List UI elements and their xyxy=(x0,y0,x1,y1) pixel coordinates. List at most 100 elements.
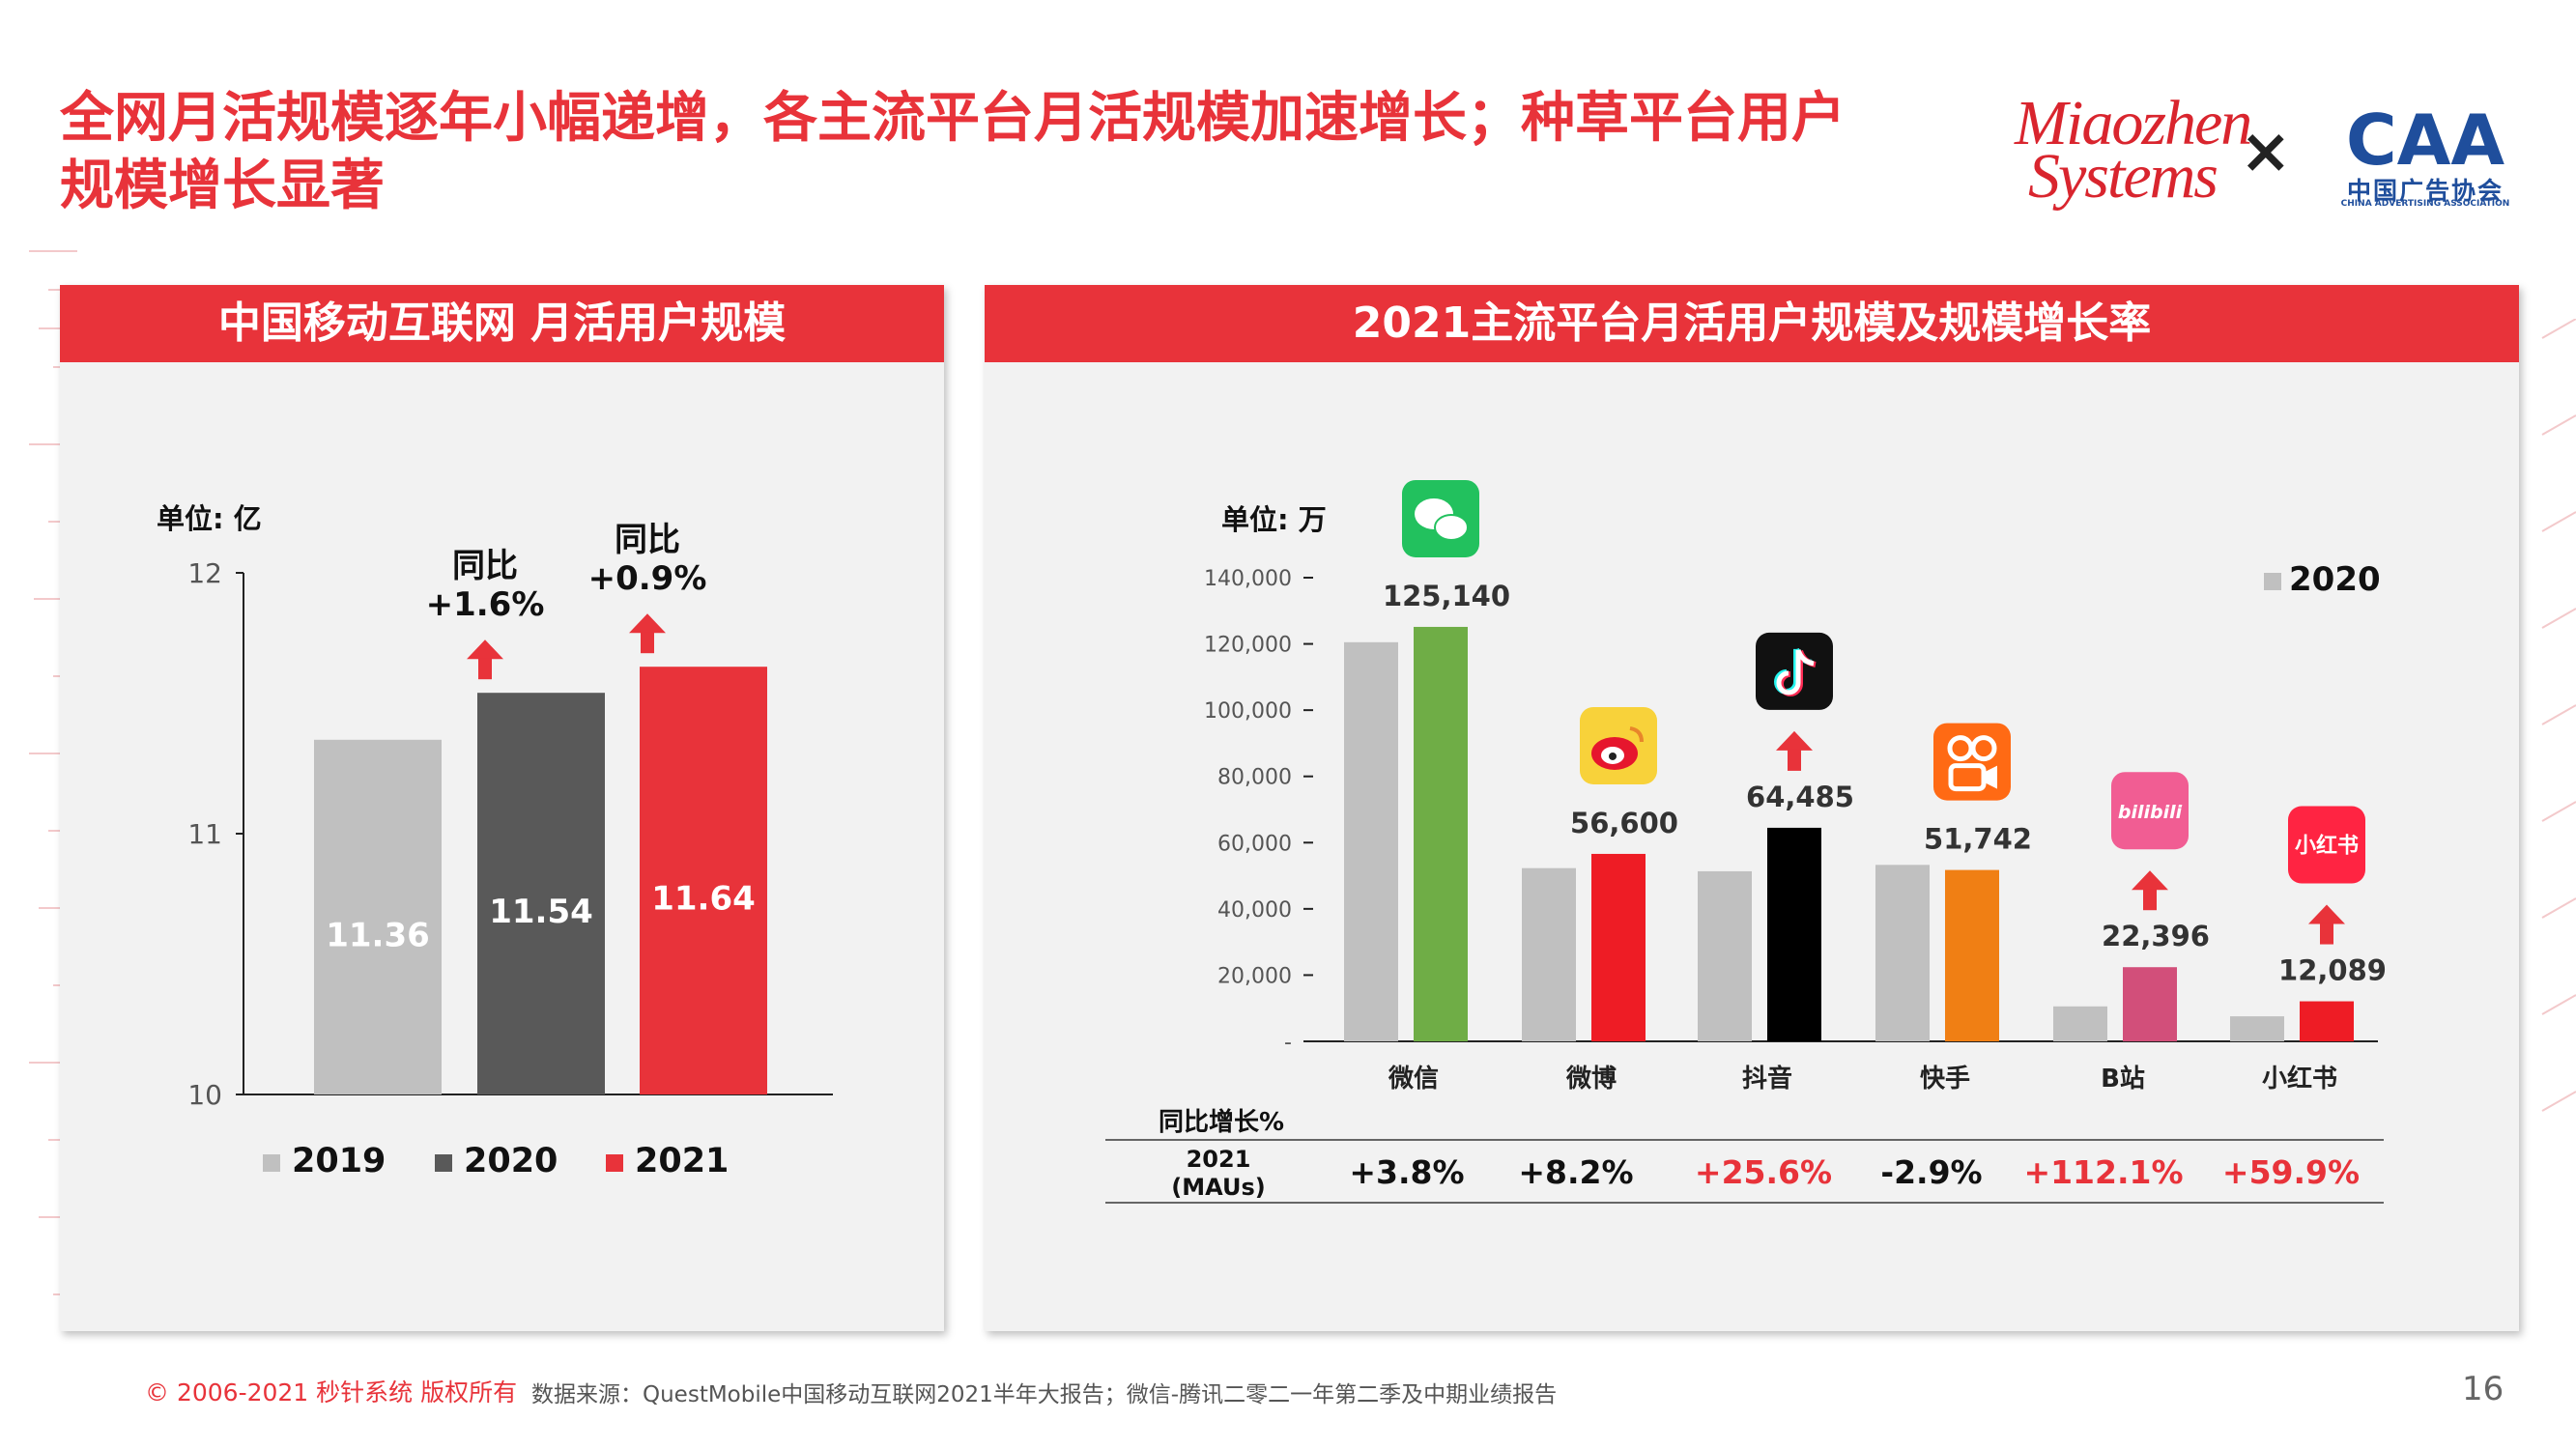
chart2-bar-2021 xyxy=(2300,1001,2354,1041)
caa-logo-mark: CAA xyxy=(2346,99,2505,181)
chart1-yoy-annotation-value: +0.9% xyxy=(588,559,707,598)
yoy-table-value: +59.9% xyxy=(2222,1153,2360,1191)
chart2-bar-2020 xyxy=(1344,641,1398,1041)
chart2-bar-2020 xyxy=(1522,867,1576,1041)
weibo-icon-wave xyxy=(1629,725,1644,743)
douyin-icon-note xyxy=(1776,649,1815,696)
up-arrow-icon-shaft xyxy=(1788,749,1801,771)
footer-copyright: © 2006-2021 秒针系统 版权所有 xyxy=(145,1378,518,1406)
chart2-bar-2021 xyxy=(1945,869,1999,1041)
chart2-y-tick-label: 80,000 xyxy=(1217,766,1292,790)
chart1-y-tick-label: 12 xyxy=(187,557,222,589)
chart2-category-label: 快手 xyxy=(1920,1065,1970,1094)
chart1-legend-label: 2021 xyxy=(635,1142,729,1180)
chart2-bar-value-label: 56,600 xyxy=(1570,807,1678,839)
chart2-y-tick-label: - xyxy=(1284,1031,1292,1055)
chart2-category-label: 微博 xyxy=(1565,1064,1617,1094)
page-title: 全网月活规模逐年小幅递增，各主流平台月活规模加速增长；种草平台用户规模增长显著 xyxy=(60,87,1846,217)
up-arrow-icon-head xyxy=(2308,904,2345,924)
up-arrow-icon-shaft xyxy=(478,658,492,680)
mau-total-panel: 中国移动互联网 月活用户规模 单位: 亿 10 11 12 11.36 11.54 11.6… xyxy=(60,285,944,1331)
xiaohongshu-icon-bg xyxy=(2288,806,2365,884)
page-number: 16 xyxy=(2462,1370,2504,1408)
up-arrow-icon-head xyxy=(467,639,503,660)
chart2-unit-label: 单位: 万 xyxy=(1221,503,1327,536)
weibo-icon xyxy=(1580,706,1657,784)
bilibili-icon: bilibili xyxy=(2111,772,2189,850)
chart2-category-label: 抖音 xyxy=(1742,1064,1792,1094)
yoy-table-value: +3.8% xyxy=(1349,1153,1464,1191)
chart2-bar-value-label: 64,485 xyxy=(1746,781,1854,813)
caa-logo-en: CHINA ADVERTISING ASSOCIATION xyxy=(2340,199,2510,209)
chart2-legend-label: 2020 xyxy=(2289,560,2381,599)
chart1-bar xyxy=(314,739,442,1094)
up-arrow-icon xyxy=(1776,730,1813,771)
kuaishou-icon xyxy=(1933,723,2011,801)
bilibili-icon-text: bilibili xyxy=(2118,802,2183,823)
yoy-table-value: +112.1% xyxy=(2023,1153,2183,1191)
chart2-bar-2021 xyxy=(1767,827,1821,1041)
chart2-category-label: 微信 xyxy=(1388,1064,1439,1094)
up-arrow-icon-shaft xyxy=(2320,923,2333,945)
up-arrow-icon-shaft xyxy=(641,632,654,654)
up-arrow-icon-head xyxy=(2132,870,2168,891)
chart2-bar-2020 xyxy=(1698,870,1752,1041)
chart1-legend-label: 2019 xyxy=(292,1142,386,1180)
platform-mau-panel-title: 2021主流平台月活用户规模及规模增长率 xyxy=(985,285,2519,362)
chart1-legend-swatch xyxy=(435,1154,452,1172)
chart2-y-tick-label: 140,000 xyxy=(1204,567,1292,591)
footer-source: 数据来源：QuestMobile中国移动互联网2021半年大报告；微信-腾讯二零… xyxy=(531,1382,1558,1407)
right-edge-ticks xyxy=(2541,319,2576,1112)
weibo-icon-eye xyxy=(1609,752,1617,760)
chart2-bar-2020 xyxy=(2053,1006,2107,1041)
platform-mau-chart: 单位: 万 - 20,000 40,000 60,000 80,000 100,000 120… xyxy=(1105,479,2387,1204)
douyin-icon xyxy=(1756,632,1833,710)
chart1-legend-swatch xyxy=(606,1154,623,1172)
kuaishou-icon-lens xyxy=(1986,765,1997,789)
yoy-table-header: 同比增长% xyxy=(1159,1107,1284,1137)
up-arrow-icon xyxy=(2132,870,2168,911)
xiaohongshu-icon: 小红书 xyxy=(2288,806,2365,884)
chart2-bar-value-label: 22,396 xyxy=(2102,920,2210,952)
chart2-y-tick-label: 20,000 xyxy=(1217,964,1292,988)
up-arrow-icon xyxy=(2308,904,2345,945)
up-arrow-icon-shaft xyxy=(2143,889,2157,911)
up-arrow-icon-head xyxy=(629,613,666,634)
yoy-table-value: +8.2% xyxy=(1518,1153,1633,1191)
yoy-row-label-year: 2021 xyxy=(1187,1146,1251,1173)
chart2-y-tick-label: 120,000 xyxy=(1204,634,1292,658)
chart2-bar-2020 xyxy=(2230,1016,2284,1041)
chart2-category-label: B站 xyxy=(2101,1065,2145,1094)
chart1-y-tick-label: 11 xyxy=(187,818,222,850)
chart1-yoy-annotation-title: 同比 xyxy=(615,521,680,559)
caa-logo: CAA xyxy=(2346,99,2505,181)
chart1-y-tick-label: 10 xyxy=(187,1079,222,1111)
chart1-bar xyxy=(640,667,767,1094)
miaozhen-logo: Miaozhen Systems xyxy=(2015,87,2252,222)
chart2-y-tick-label: 60,000 xyxy=(1217,832,1292,856)
chart2-category-label: 小红书 xyxy=(2262,1064,2337,1094)
yoy-table-value: -2.9% xyxy=(1880,1153,1982,1191)
miaozhen-logo-line1: Miaozhen xyxy=(2015,88,2252,158)
chart2-bar-value-label: 12,089 xyxy=(2278,954,2387,987)
xiaohongshu-icon-text: 小红书 xyxy=(2295,834,2359,859)
wechat-icon-bubble-small xyxy=(1434,513,1469,541)
kuaishou-icon-camera xyxy=(1948,763,1987,792)
chart2-bar-value-label: 51,742 xyxy=(1924,823,2032,856)
chart1-legend-swatch xyxy=(263,1154,280,1172)
chart1-bar xyxy=(477,693,605,1094)
up-arrow-icon xyxy=(467,639,503,680)
chart2-bar-2020 xyxy=(1875,865,1930,1041)
chart2-bar-value-label: 125,140 xyxy=(1383,580,1510,612)
mau-total-panel-title: 中国移动互联网 月活用户规模 xyxy=(60,285,944,362)
up-arrow-icon-head xyxy=(1776,730,1813,751)
bilibili-icon-bg xyxy=(2111,772,2189,850)
chart2-bar-2021 xyxy=(1591,853,1646,1041)
chart2-bar-2021 xyxy=(1414,626,1468,1041)
chart2-bar-2021 xyxy=(2123,967,2177,1041)
kuaishou-icon-circle-2 xyxy=(1970,735,1997,762)
up-arrow-icon xyxy=(629,613,666,654)
yoy-table-value: +25.6% xyxy=(1695,1153,1832,1191)
yoy-row-label-metric: (MAUs) xyxy=(1171,1174,1265,1201)
